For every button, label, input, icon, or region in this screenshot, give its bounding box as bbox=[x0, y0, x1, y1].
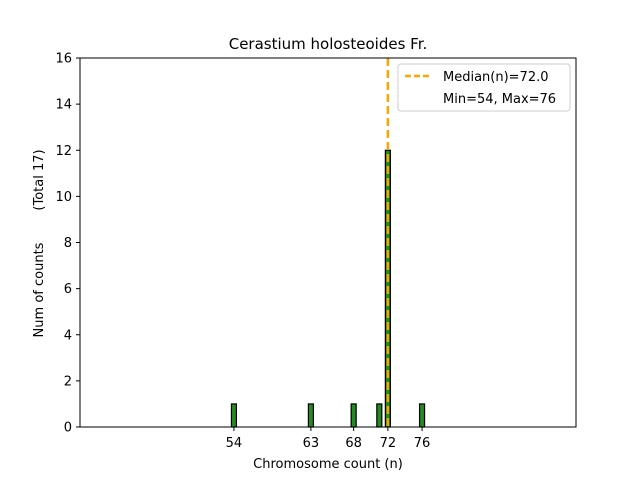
x-ticks: 54 63 68 72 76 bbox=[226, 427, 431, 451]
y-tick-label: 2 bbox=[64, 374, 72, 389]
legend-median-label: Median(n)=72.0 bbox=[443, 70, 549, 85]
bars-layer bbox=[80, 149, 576, 428]
x-tick-label: 76 bbox=[414, 436, 431, 451]
y-tick-label: 10 bbox=[55, 190, 72, 205]
y-axis-label: Num of counts bbox=[32, 242, 47, 337]
bar-n-76 bbox=[418, 403, 426, 428]
plot-frame bbox=[79, 57, 577, 428]
x-tick-label: 63 bbox=[303, 436, 320, 451]
y-tick-label: 4 bbox=[64, 328, 72, 343]
legend-box bbox=[397, 63, 571, 112]
bar-n-54 bbox=[230, 403, 238, 428]
y-tick-label: 0 bbox=[64, 421, 72, 436]
y-tick-label: 6 bbox=[64, 282, 72, 297]
x-tick-label: 68 bbox=[345, 436, 362, 451]
bar-n-71 bbox=[376, 403, 383, 428]
x-axis-label: Chromosome count (n) bbox=[253, 457, 403, 472]
chart-title: Cerastium holosteoides Fr. bbox=[229, 35, 428, 53]
legend-range-label: Min=54, Max=76 bbox=[443, 92, 556, 107]
legend: Median(n)=72.0 Min=54, Max=76 bbox=[397, 63, 571, 112]
bar-n-63 bbox=[307, 403, 314, 428]
y-tick-label: 12 bbox=[55, 144, 72, 159]
y-tick-label: 16 bbox=[55, 52, 72, 67]
x-tick-label: 54 bbox=[226, 436, 243, 451]
bar-n-68 bbox=[350, 403, 357, 428]
y-tick-label: 8 bbox=[64, 236, 72, 251]
y-tick-label: 14 bbox=[55, 98, 72, 113]
y-ticks: 0 2 4 6 8 10 12 14 16 bbox=[55, 52, 80, 436]
x-tick-label: 72 bbox=[380, 436, 397, 451]
y-axis-total-label: (Total 17) bbox=[32, 149, 47, 210]
